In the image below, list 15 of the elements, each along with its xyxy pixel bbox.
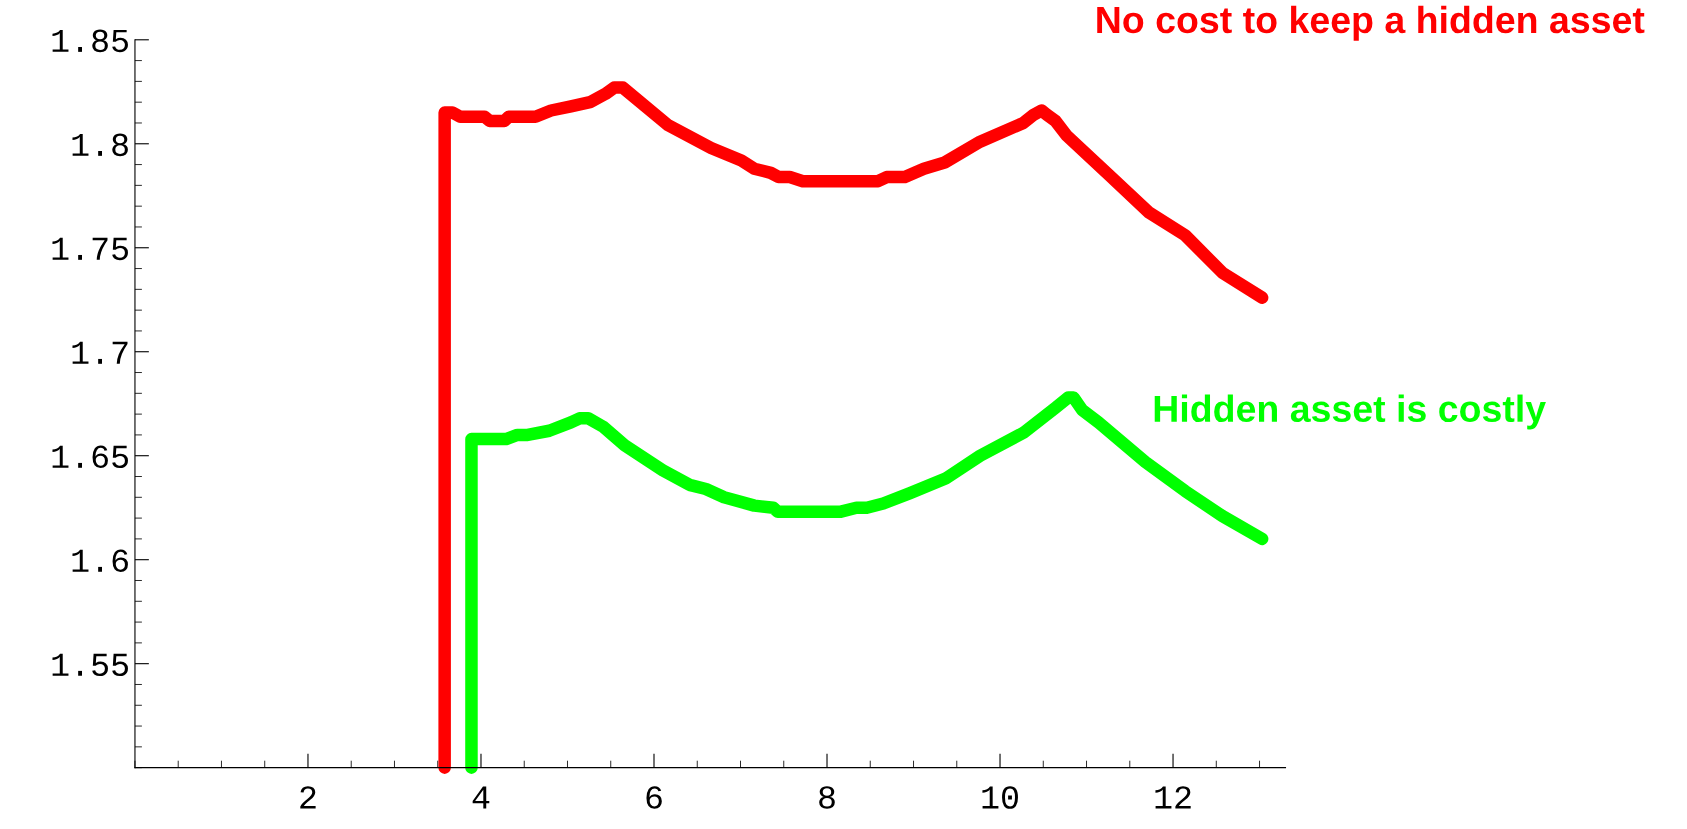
y-tick-label: 1.8	[72, 133, 128, 157]
x-tick-label: 4	[472, 786, 490, 809]
x-tick-label: 12	[1155, 786, 1191, 809]
y-tick-label: 1.7	[72, 341, 128, 364]
series-label: Hidden asset is costly	[1154, 394, 1546, 430]
y-tick-label: 1.55	[52, 653, 128, 677]
y-tick-label: 1.65	[52, 445, 128, 469]
x-tick-label: 2	[300, 786, 316, 809]
text: No cost to keep a hidden asset	[1097, 5, 1645, 41]
y-tick-label: 1.85	[52, 29, 128, 53]
y-tick-label: 1.75	[52, 237, 128, 261]
x-tick-label: 8	[819, 786, 835, 809]
y-tick-label: 1.6	[72, 549, 128, 573]
x-tick-label: 6	[646, 786, 662, 809]
x-tick-label: 10	[982, 786, 1018, 809]
